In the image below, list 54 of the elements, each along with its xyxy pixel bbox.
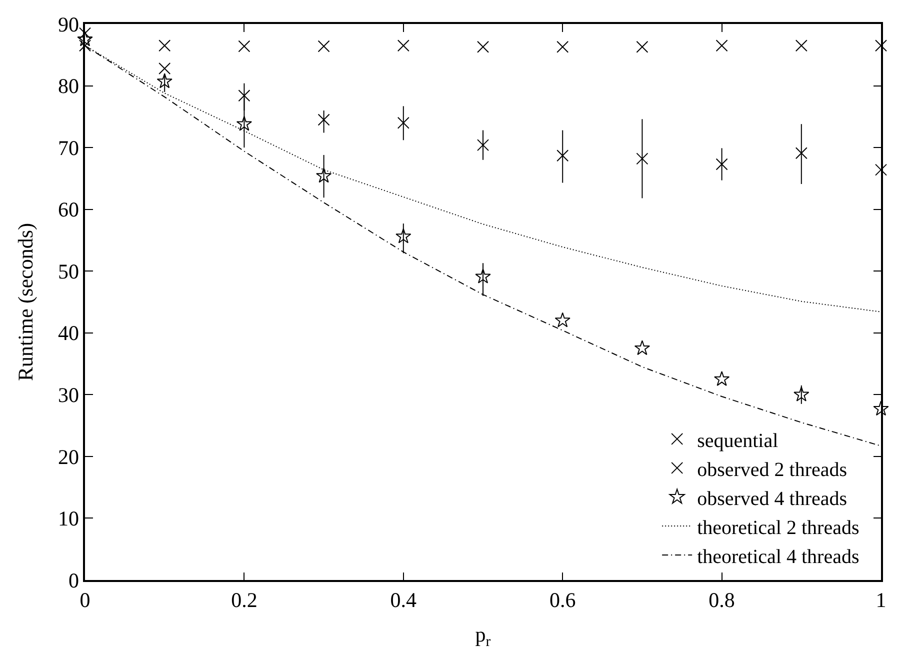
legend-label: theoretical 4 threads	[697, 546, 860, 568]
point	[397, 116, 410, 129]
point	[477, 40, 489, 53]
x-tick-label: 0.2	[231, 588, 258, 612]
point	[475, 268, 491, 284]
point	[873, 400, 889, 416]
y-tick-label: 10	[58, 506, 80, 531]
x-tick-label: 1	[876, 588, 886, 612]
legend-label: observed 2 threads	[697, 458, 848, 481]
point	[236, 116, 252, 131]
point	[716, 40, 728, 52]
point	[238, 90, 250, 102]
y-tick-label: 0	[68, 568, 80, 592]
y-axis-title: Runtime (seconds)	[14, 222, 38, 382]
legend-label: theoretical 2 threads	[697, 516, 860, 539]
x-tick-label: 0.4	[390, 588, 418, 612]
x-tick-label: 0.8	[708, 588, 735, 612]
point	[636, 152, 648, 165]
point	[795, 40, 808, 52]
point	[396, 228, 412, 244]
y-tick-label: 50	[58, 259, 80, 284]
point	[794, 386, 810, 402]
y-tick-label: 30	[58, 383, 80, 408]
point	[158, 62, 171, 74]
point	[477, 139, 489, 152]
point	[79, 40, 91, 52]
point	[714, 371, 730, 386]
y-tick-label: 70	[58, 136, 80, 160]
point	[636, 40, 648, 53]
x-tick-label: 0.6	[549, 588, 576, 612]
legend-label: observed 4 threads	[697, 488, 848, 510]
point	[156, 73, 172, 88]
point	[316, 168, 332, 183]
point	[238, 40, 250, 52]
point	[716, 158, 728, 170]
y-tick-label: 80	[58, 74, 80, 98]
point	[158, 40, 171, 52]
point	[875, 40, 887, 52]
y-tick-label: 40	[58, 321, 80, 346]
point	[77, 31, 93, 46]
y-tick-label: 60	[58, 198, 80, 222]
x-axis-title: p$_{r}$	[475, 622, 491, 650]
point	[318, 114, 330, 126]
point	[318, 40, 330, 52]
point	[556, 40, 569, 53]
point	[634, 340, 650, 356]
point	[875, 164, 887, 176]
point	[795, 147, 808, 160]
y-tick-label: 20	[58, 444, 80, 469]
point	[397, 40, 410, 52]
point	[556, 150, 569, 162]
y-tick-label: 90	[58, 12, 80, 36]
legend-label: sequential	[697, 430, 779, 452]
point	[554, 312, 570, 328]
